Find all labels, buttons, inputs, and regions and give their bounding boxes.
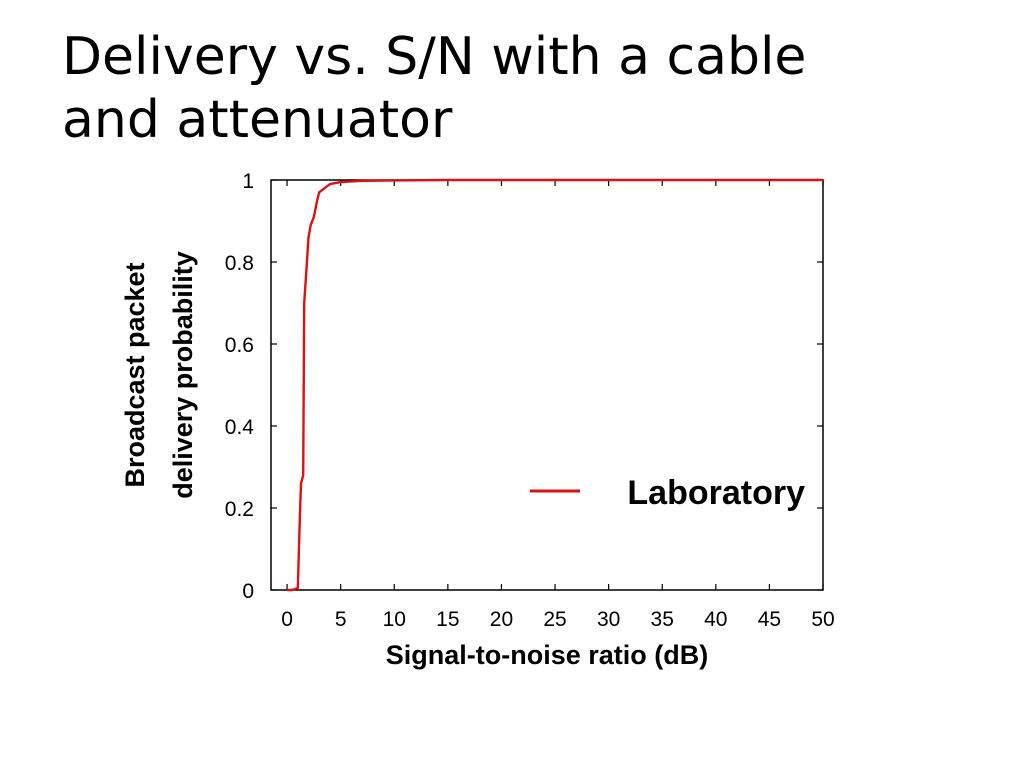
x-tick-label: 10 — [383, 608, 406, 631]
y-tick-label: 0.4 — [225, 416, 255, 439]
x-tick-label: 50 — [811, 608, 834, 631]
legend-label-laboratory: Laboratory — [627, 474, 805, 512]
x-tick-label: 45 — [758, 608, 781, 631]
legend: Laboratory — [530, 474, 805, 512]
y-axis-label-line-1: Broadcast packet — [120, 262, 150, 487]
series-line-laboratory — [287, 178, 823, 592]
x-tick-label: 5 — [335, 608, 347, 631]
y-tick-label: 0 — [242, 580, 254, 603]
x-axis-label: Signal-to-noise ratio (dB) — [386, 640, 708, 670]
x-tick-label: 20 — [490, 608, 513, 631]
x-tick-label: 15 — [436, 608, 459, 631]
y-tick-label: 0.8 — [225, 252, 254, 275]
y-tick-label: 0.6 — [225, 334, 254, 357]
plot-frame — [270, 179, 824, 591]
y-tick-label: 0.2 — [225, 498, 254, 521]
y-tick-label: 1 — [242, 170, 254, 193]
x-tick-label: 40 — [704, 608, 727, 631]
slide-title: Delivery vs. S/N with a cable and attenu… — [62, 26, 982, 153]
x-tick-label: 35 — [651, 608, 674, 631]
x-tick-label: 0 — [281, 608, 293, 631]
y-tick-labels: 0 0.2 0.4 0.6 0.8 1 — [225, 170, 255, 603]
tick-marks — [271, 179, 824, 591]
slide-title-line-2: and attenuator — [62, 90, 453, 151]
x-tick-label: 25 — [543, 608, 566, 631]
slide-title-line-1: Delivery vs. S/N with a cable — [62, 27, 807, 87]
x-tick-labels: 0 5 10 15 20 25 30 35 40 45 50 — [281, 608, 834, 631]
x-tick-label: 30 — [597, 608, 620, 631]
y-axis-label-line-2: delivery probability — [168, 251, 198, 499]
series-layer — [287, 178, 823, 592]
